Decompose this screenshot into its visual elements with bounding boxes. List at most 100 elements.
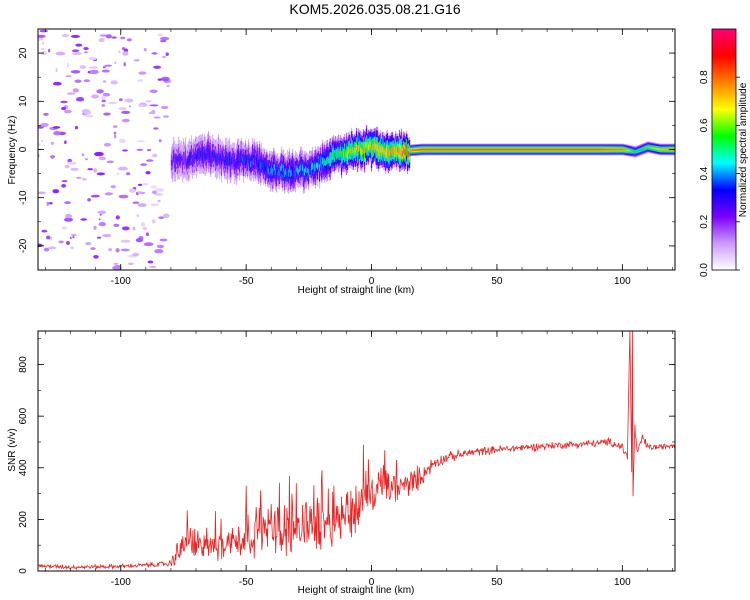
noise-blob	[83, 79, 91, 83]
noise-blob	[72, 52, 82, 56]
ridge-cell	[386, 147, 389, 155]
noise-blob	[151, 190, 157, 195]
ridge-cell	[184, 154, 187, 162]
ridge-cell	[661, 148, 664, 151]
ridge-cell	[583, 148, 586, 151]
noise-blob	[103, 112, 111, 116]
ridge-cell	[546, 148, 549, 151]
ridge-cell	[557, 148, 560, 151]
noise-blob	[104, 64, 112, 67]
ridge-cell	[613, 148, 616, 151]
ridge-cell	[358, 143, 361, 149]
ridge-cell	[631, 150, 634, 153]
ridge-cell	[503, 148, 506, 151]
ridge-cell	[543, 148, 546, 151]
ridge-cell	[593, 148, 596, 151]
noise-blob	[80, 218, 87, 221]
ridge-cell	[530, 148, 533, 151]
noise-blob	[156, 244, 165, 249]
noise-blob	[45, 235, 51, 240]
ridge-cell	[205, 153, 208, 160]
ridge-cell	[243, 157, 246, 164]
noise-blob	[102, 233, 112, 238]
ridge-cell	[459, 148, 462, 151]
noise-blob	[151, 52, 158, 55]
ridge-cell	[254, 159, 257, 166]
ridge-cell	[241, 156, 244, 163]
ridge-cell	[398, 147, 401, 155]
ridge-cell	[422, 148, 425, 151]
ridge-cell	[616, 148, 619, 151]
ridge-cell	[234, 161, 237, 167]
ridge-cell	[550, 148, 553, 151]
noise-blob	[75, 43, 83, 47]
ridge-cell	[367, 144, 370, 151]
ridge-cell	[404, 150, 407, 156]
ridge-cell	[458, 148, 461, 151]
ridge-cell	[381, 146, 384, 153]
ridge-cell	[309, 164, 312, 170]
ridge-cell	[224, 155, 227, 163]
ridge-cell	[522, 148, 525, 151]
noise-blob	[126, 38, 132, 42]
ridge-cell	[551, 148, 554, 151]
noise-blob	[98, 156, 107, 161]
ridge-cell	[466, 148, 469, 151]
ridge-cell	[188, 155, 191, 163]
ridge-cell	[255, 157, 258, 164]
ridge-cell	[514, 148, 517, 151]
noise-blob	[64, 140, 67, 145]
ridge-cell	[483, 148, 486, 151]
ridge-cell	[262, 163, 265, 170]
noise-blob	[66, 161, 77, 165]
ridge-cell	[627, 149, 630, 152]
ridge-cell	[446, 148, 449, 151]
ridge-cell	[526, 148, 529, 151]
ridge-cell	[450, 148, 453, 151]
noise-blob	[114, 61, 117, 65]
ridge-cell	[375, 144, 378, 152]
ridge-cell	[499, 148, 502, 151]
ridge-cell	[552, 148, 555, 151]
ridge-cell	[209, 153, 212, 160]
ridge-cell	[439, 148, 442, 151]
noise-blob	[81, 153, 85, 157]
ridge-cell	[269, 168, 272, 175]
ridge-cell	[180, 155, 183, 162]
noise-blob	[76, 176, 82, 179]
ridge-cell	[387, 151, 390, 158]
ridge-cell	[461, 148, 464, 151]
noise-blob	[113, 131, 117, 135]
ridge-cell	[412, 149, 415, 152]
ridge-cell	[415, 148, 418, 151]
ridge-cell	[216, 156, 219, 163]
noise-blob	[93, 255, 99, 259]
spectrogram-x-ticks: -100 -50 0 50 100	[45, 29, 673, 287]
noise-blob	[154, 249, 164, 254]
ridge-cell	[562, 148, 565, 151]
ridge-cell	[528, 148, 531, 151]
ridge-cell	[409, 149, 412, 152]
ridge-cell	[284, 168, 287, 175]
snr-y-tick-label: 200	[18, 511, 29, 528]
ridge-cell	[250, 160, 253, 167]
noise-blob	[145, 171, 151, 175]
ridge-cell	[380, 149, 383, 155]
noise-blob	[108, 248, 112, 252]
noise-blob	[138, 71, 147, 75]
ridge-cell	[596, 148, 599, 151]
ridge-cell	[438, 148, 441, 151]
ridge-cell	[378, 147, 381, 154]
ridge-cell	[307, 169, 310, 176]
ridge-cell	[332, 150, 335, 157]
colorbar: 0.0 0.2 0.4 0.6 0.8 Normalized spectral ampl…	[699, 28, 749, 277]
ridge-cell	[431, 148, 434, 151]
ridge-cell	[302, 170, 305, 178]
ridge-cell	[334, 150, 337, 156]
noise-blob	[61, 183, 67, 188]
noise-blob	[135, 237, 144, 243]
ridge-cell	[585, 148, 588, 151]
ridge-cell	[384, 151, 387, 158]
ridge-cell	[372, 143, 375, 151]
